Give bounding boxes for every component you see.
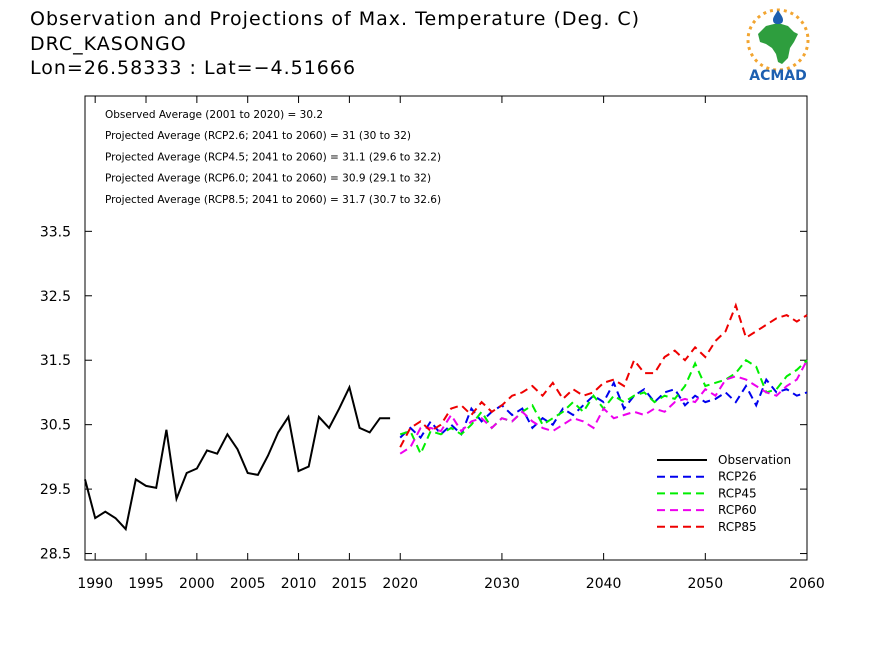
legend-label: Observation	[718, 453, 791, 467]
x-tick-label: 2040	[586, 576, 622, 592]
average-annotation: Projected Average (RCP2.6; 2041 to 2060)…	[105, 130, 411, 142]
x-tick-label: 2005	[230, 576, 266, 592]
x-tick-label: 2010	[281, 576, 317, 592]
series-line-observation	[84, 384, 391, 532]
legend-label: RCP60	[718, 503, 757, 517]
x-tick-label: 2000	[179, 576, 215, 592]
logo-text: ACMAD	[749, 68, 807, 84]
y-tick-label: 29.5	[40, 482, 71, 498]
y-tick-label: 33.5	[40, 224, 71, 240]
series-line-rcp45	[399, 358, 808, 457]
y-tick-label: 28.5	[40, 547, 71, 563]
series-line-rcp26	[399, 377, 808, 440]
water-drop-icon	[773, 10, 783, 24]
legend-label: RCP45	[718, 486, 757, 500]
africa-map-icon	[758, 23, 798, 64]
x-tick-label: 2030	[484, 576, 520, 592]
legend-label: RCP85	[718, 520, 757, 534]
x-tick-label: 1995	[128, 576, 164, 592]
location-name: DRC_KASONGO	[30, 33, 187, 55]
series-line-rcp60	[399, 359, 808, 455]
average-annotation: Projected Average (RCP4.5; 2041 to 2060)…	[105, 151, 441, 163]
y-tick-label: 31.5	[40, 353, 71, 369]
chart-title: Observation and Projections of Max. Temp…	[30, 8, 641, 30]
plot-frame	[84, 95, 808, 561]
average-annotation: Projected Average (RCP6.0; 2041 to 2060)…	[105, 173, 431, 185]
average-annotation: Observed Average (2001 to 2020) = 30.2	[105, 109, 323, 121]
y-tick-label: 30.5	[40, 418, 71, 434]
x-tick-label: 2020	[382, 576, 418, 592]
legend-label: RCP26	[718, 470, 757, 484]
x-tick-label: 2015	[332, 576, 368, 592]
x-tick-label: 2050	[687, 576, 723, 592]
x-tick-label: 1990	[77, 576, 113, 592]
location-coordinates: Lon=26.58333 : Lat=−4.51666	[30, 57, 357, 79]
average-annotation: Projected Average (RCP8.5; 2041 to 2060)…	[105, 194, 441, 206]
series-line-rcp85	[399, 302, 808, 448]
x-tick-label: 2060	[789, 576, 825, 592]
y-tick-label: 32.5	[40, 289, 71, 305]
acmad-logo: ACMAD	[738, 8, 818, 84]
